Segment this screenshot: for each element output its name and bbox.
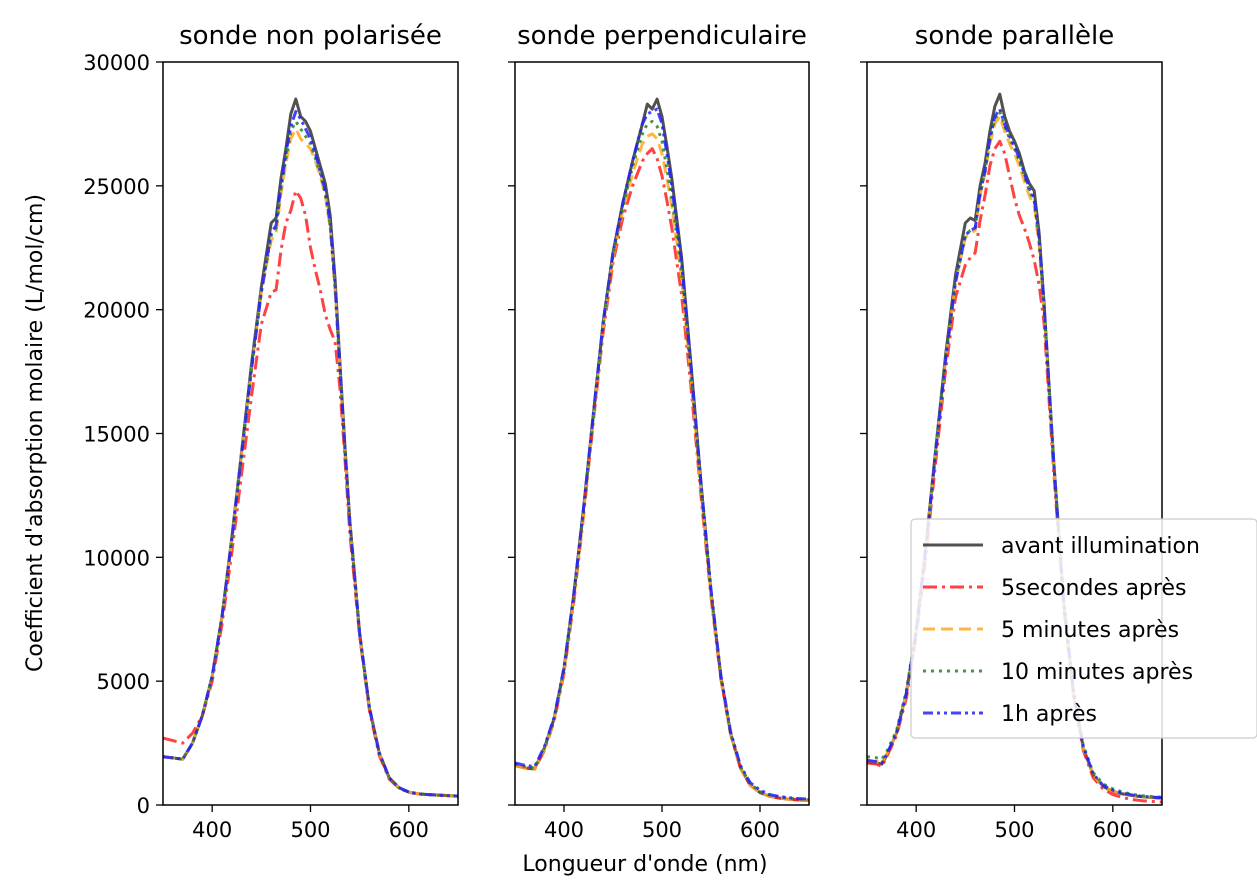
panel-title: sonde perpendiculaire xyxy=(517,21,807,51)
panel-1: sonde non polarisée 400 500 600 0 5000 10000 15… xyxy=(83,21,459,842)
y-tick-label: 0 xyxy=(137,794,150,818)
x-tick-label: 500 xyxy=(994,818,1034,842)
series-group xyxy=(515,97,809,802)
y-axis-label: Coefficient d'absorption molaire (L/mol/… xyxy=(23,194,48,672)
y-tick-label: 10000 xyxy=(83,546,150,570)
legend-label-2: 5secondes après xyxy=(1001,576,1186,601)
y-tick-label: 15000 xyxy=(83,423,150,447)
x-tick-label: 400 xyxy=(896,818,936,842)
x-tick-label: 500 xyxy=(290,818,330,842)
x-tick-label: 400 xyxy=(192,818,232,842)
panel-title: sonde parallèle xyxy=(915,21,1114,51)
legend-label-3: 5 minutes après xyxy=(1001,618,1179,643)
panel-2: sonde perpendiculaire 400 500 600 xyxy=(508,21,810,842)
x-tick-label: 500 xyxy=(642,818,682,842)
series-line-5 xyxy=(867,107,1162,800)
series-line-4 xyxy=(515,119,809,802)
series-group xyxy=(163,97,458,798)
legend: avant illumination 5secondes après 5 minut… xyxy=(910,518,1257,739)
x-tick-label: 600 xyxy=(740,818,780,842)
series-line-5 xyxy=(163,110,458,798)
panel-title: sonde non polarisée xyxy=(179,21,442,51)
x-axis-label: Longueur d'onde (nm) xyxy=(522,852,767,877)
x-tick-label: 600 xyxy=(1093,818,1133,842)
series-line-5 xyxy=(515,107,809,801)
y-tick-label: 5000 xyxy=(97,670,150,694)
legend-box xyxy=(910,518,1257,739)
x-tick-label: 600 xyxy=(389,818,429,842)
y-tick-label: 20000 xyxy=(83,299,150,323)
x-tick-label: 400 xyxy=(544,818,584,842)
y-tick-label: 25000 xyxy=(83,175,150,199)
legend-label-1: avant illumination xyxy=(1001,534,1200,559)
legend-label-5: 1h après xyxy=(1001,702,1097,727)
series-line-3 xyxy=(867,115,1162,800)
legend-label-4: 10 minutes après xyxy=(1001,660,1193,685)
series-line-4 xyxy=(163,119,458,798)
y-tick-label: 30000 xyxy=(83,51,150,75)
